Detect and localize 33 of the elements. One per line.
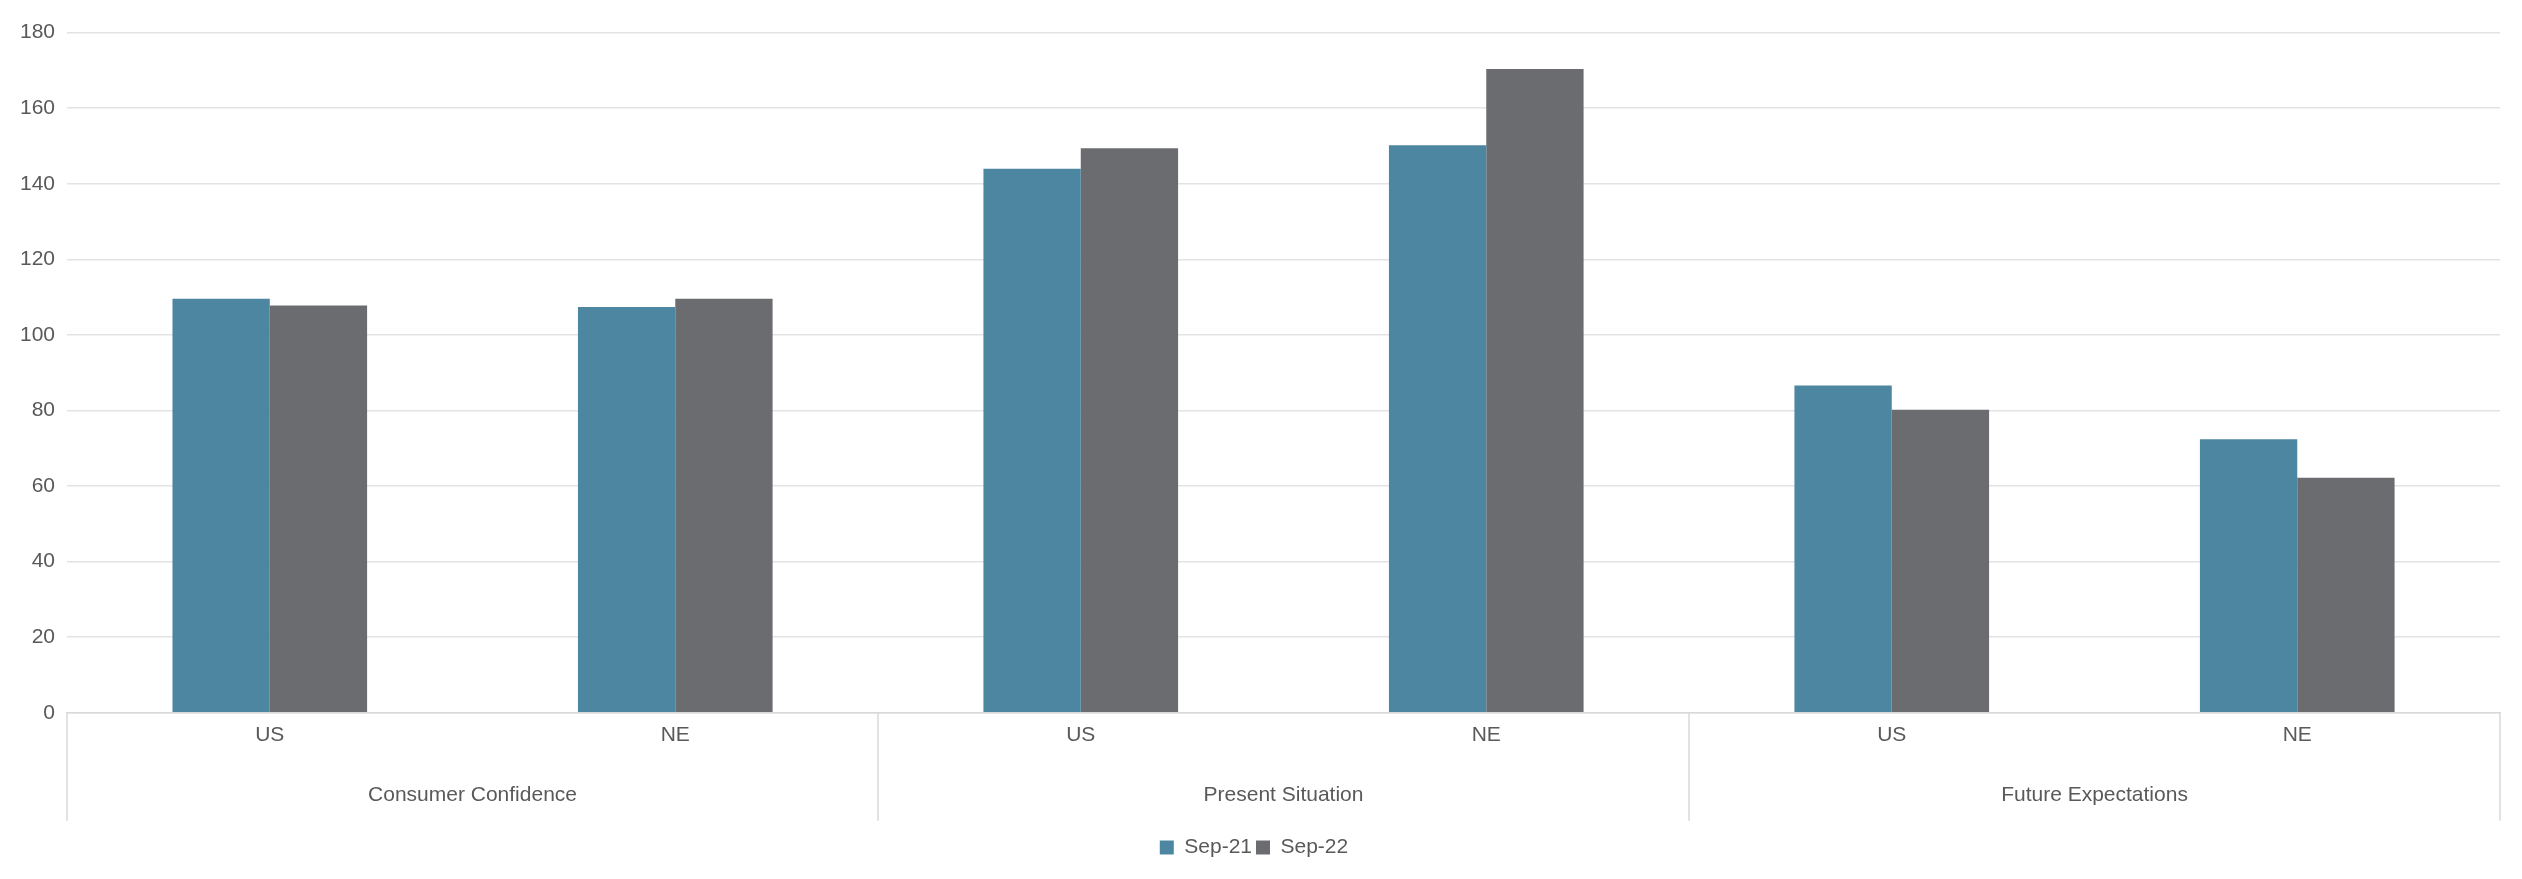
bar xyxy=(2199,439,2298,713)
text: Future Expectations xyxy=(2001,781,2188,805)
y-tick-label: 20 xyxy=(31,624,56,648)
x-tick-label: NE xyxy=(1471,722,1501,746)
y-tick-label: 120 xyxy=(19,246,56,270)
text: Consumer Confidence xyxy=(368,781,578,805)
y-tick-label: 0 xyxy=(43,699,56,723)
bar xyxy=(172,298,270,713)
bar xyxy=(1080,148,1179,713)
y-tick-label: 100 xyxy=(19,321,56,345)
bar xyxy=(2297,477,2395,713)
bar xyxy=(1388,145,1487,713)
y-tick-label: 60 xyxy=(31,472,56,496)
text: Present Situation xyxy=(1203,781,1364,805)
legend-label: Sep-21 xyxy=(1184,834,1252,858)
bar xyxy=(983,168,1081,713)
y-tick-label: 140 xyxy=(19,170,56,194)
x-tick-label: US xyxy=(1066,722,1096,746)
bar xyxy=(1891,409,1990,713)
bar xyxy=(269,305,368,713)
bar xyxy=(1794,385,1892,713)
bar xyxy=(577,306,676,713)
y-tick-label: 180 xyxy=(19,19,56,43)
y-tick-label: 160 xyxy=(19,94,56,118)
bar xyxy=(1486,68,1584,713)
x-tick-label: US xyxy=(1877,722,1907,746)
legend-label: Sep-22 xyxy=(1280,834,1349,858)
x-tick-label: NE xyxy=(660,722,690,746)
y-tick-label: 40 xyxy=(31,548,56,572)
x-tick-label: NE xyxy=(2282,722,2312,746)
bar xyxy=(675,298,773,713)
y-tick-label: 80 xyxy=(31,397,56,421)
x-tick-label: US xyxy=(255,722,285,746)
